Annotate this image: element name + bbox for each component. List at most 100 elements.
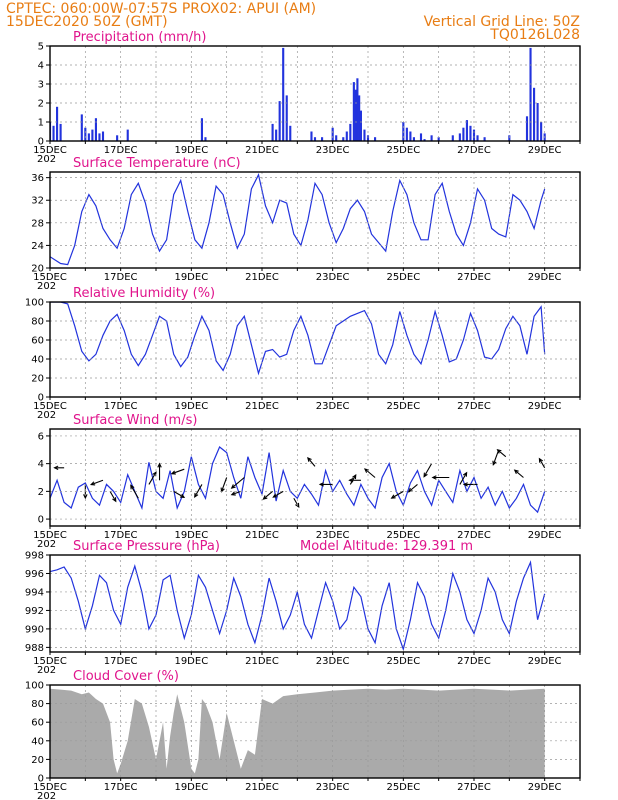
panel-frame [49, 301, 581, 398]
precip-bar [342, 137, 345, 141]
wind-arrow [492, 449, 500, 466]
x-tick-label: 23DEC [316, 272, 350, 283]
y-tick-label: 1 [38, 118, 44, 129]
header-model-id: TQ0126L028 [489, 27, 580, 43]
wind-arrow-head [89, 481, 96, 486]
x-tick-label: 27DEC [457, 145, 491, 156]
x-tick-label: 19DEC [174, 145, 208, 156]
x-tick-label: 15DEC [33, 782, 67, 793]
y-tick-label: 990 [25, 624, 44, 635]
precip-bar [282, 47, 285, 141]
y-tick-label: 32 [31, 196, 44, 207]
x-tick-label: 29DEC [528, 656, 562, 667]
x-tick-label: 21DEC [245, 782, 279, 793]
precip-bar [356, 78, 359, 141]
precip-bar [472, 129, 476, 141]
y-tick-label: 100 [25, 298, 44, 309]
y-tick-label: 2 [38, 99, 44, 110]
panel-title-cloud: Cloud Cover (%) [73, 669, 179, 684]
y-tick-label: 998 [25, 551, 44, 562]
wind-arrow [170, 468, 185, 475]
panel-frame [49, 684, 581, 779]
wind-arrow [230, 490, 241, 496]
panel-frame [49, 428, 581, 527]
x-year-fragment: 202 [37, 154, 56, 165]
x-tick-label: 21DEC [245, 656, 279, 667]
wind-arrow [496, 448, 507, 458]
wind-arrow-head [130, 484, 135, 490]
precip-bar [98, 133, 101, 141]
x-tick-label: 25DEC [386, 145, 420, 156]
wind-arrow-head [262, 495, 268, 500]
x-tick-label: 15DEC [33, 272, 67, 283]
y-tick-label: 4 [38, 61, 44, 72]
wind-arrow-shaft [307, 457, 316, 467]
x-tick-label: 25DEC [386, 530, 420, 541]
y-tick-label: 80 [31, 699, 44, 710]
header-location: CPTEC: 060:00W-07:57S PROX02: APUI (AM) [6, 1, 316, 17]
precip-bar [56, 106, 59, 141]
y-tick-label: 28 [31, 218, 44, 229]
precip-bar [437, 137, 440, 141]
y-tick-label: 0 [38, 137, 44, 148]
wind-arrow [431, 475, 450, 480]
y-tick-label: 40 [31, 736, 44, 747]
precip-bar [451, 135, 454, 141]
wind-arrow-shaft [293, 498, 300, 508]
y-tick-label: 996 [25, 569, 44, 580]
precip-bar [374, 137, 377, 141]
panel-rh: 0 20 40 60 80 100 15DEC 17DEC 19DEC 21DEC 23DEC 25D… [25, 286, 581, 421]
wind-arrow [89, 479, 104, 486]
wind-arrow [130, 484, 139, 499]
x-tick-label: 27DEC [457, 530, 491, 541]
precip-bar [331, 127, 334, 141]
y-tick-label: 6 [38, 431, 44, 442]
precip-bar [458, 133, 461, 141]
precip-bar [354, 89, 357, 141]
wind-arrow-head [363, 468, 369, 473]
precip-bar [204, 137, 207, 141]
y-tick-label: 60 [31, 718, 44, 729]
wind-arrow-shaft [514, 469, 524, 478]
wind-arrow [307, 456, 316, 467]
precip-bar [536, 103, 539, 141]
wind-arrow-shaft [90, 479, 104, 486]
x-tick-label: 29DEC [528, 145, 562, 156]
precip-bar [289, 125, 292, 141]
precip-bar [359, 110, 362, 141]
wind-arrow-head [423, 472, 428, 478]
x-tick-label: 21DEC [245, 272, 279, 283]
precip-bar [469, 125, 472, 141]
precip-bar [126, 129, 129, 141]
panel-title-temp: Surface Temperature (nC) [73, 156, 241, 171]
wind-arrow [538, 457, 546, 469]
precip-bar [423, 139, 426, 141]
wind-arrow [148, 471, 157, 485]
x-tick-label: 19DEC [174, 530, 208, 541]
precip-bar [80, 114, 83, 141]
wind-arrow-shaft [148, 471, 157, 485]
x-tick-label: 27DEC [457, 782, 491, 793]
y-tick-label: 992 [25, 606, 44, 617]
precip-bar [116, 135, 119, 141]
precip-bar [200, 118, 203, 141]
wind-arrow-head [318, 482, 324, 487]
x-tick-label: 19DEC [174, 401, 208, 412]
x-tick-label: 23DEC [316, 656, 350, 667]
x-tick-label: 15DEC [33, 530, 67, 541]
x-tick-label: 15DEC [33, 656, 67, 667]
x-tick-label: 29DEC [528, 782, 562, 793]
y-tick-label: 60 [31, 336, 44, 347]
precip-bar [476, 135, 479, 141]
wind-arrow-head [295, 502, 300, 508]
y-tick-label: 36 [31, 173, 44, 184]
precip-bar [419, 133, 423, 141]
precip-bar [529, 47, 532, 141]
precip-bar [94, 118, 97, 141]
x-tick-label: 17DEC [104, 401, 138, 412]
wind-arrow [513, 469, 524, 478]
wind-arrow-head [492, 460, 497, 466]
panel-wind: 0 2 4 6 15DEC 17DEC 19DEC 21DEC 23DEC 25DEC 27DEC 2… [33, 413, 581, 550]
rh-series-line [50, 302, 546, 376]
